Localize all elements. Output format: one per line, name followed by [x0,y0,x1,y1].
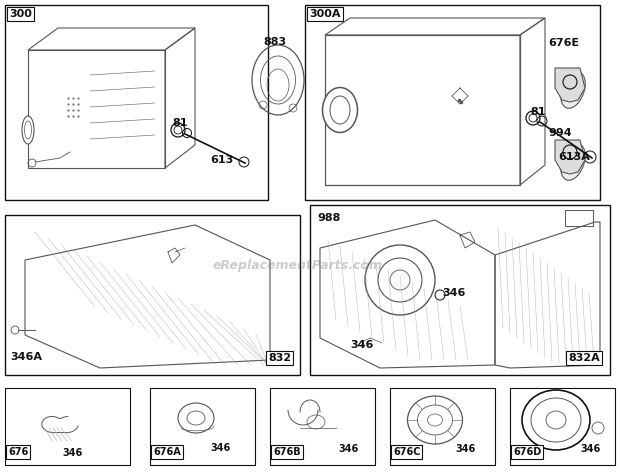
Text: 346: 346 [338,444,358,454]
Text: 676D: 676D [513,447,541,457]
Text: 676: 676 [8,447,29,457]
Text: 883: 883 [263,37,286,47]
Bar [310,205,610,375]
Text: 676B: 676B [273,447,301,457]
Text: 346: 346 [62,448,82,458]
Text: 994: 994 [548,128,572,138]
Text: 832: 832 [268,353,291,363]
Bar [390,388,495,465]
Bar [565,210,593,226]
Text: 676A: 676A [153,447,181,457]
Text: 300A: 300A [309,9,340,19]
Ellipse shape [561,144,585,180]
Text: 613A: 613A [558,152,590,162]
Bar [150,388,255,465]
Text: 346: 346 [350,340,373,350]
Text: 346: 346 [210,443,230,453]
Bar [510,388,615,465]
Text: 346: 346 [455,444,476,454]
Bar [5,388,130,465]
Text: 676E: 676E [548,38,579,48]
Text: eReplacementParts.com: eReplacementParts.com [213,259,383,273]
Text: 346: 346 [442,288,466,298]
Text: 832A: 832A [568,353,600,363]
Ellipse shape [561,72,585,108]
Text: 676C: 676C [393,447,420,457]
Bar [5,215,300,375]
Ellipse shape [22,116,34,144]
Polygon shape [555,140,585,174]
Ellipse shape [322,87,358,133]
Bar [270,388,375,465]
Text: 81: 81 [530,107,546,117]
Circle shape [365,245,435,315]
Text: 346A: 346A [10,352,42,362]
Text: 346: 346 [580,444,600,454]
Text: 613: 613 [210,155,233,165]
Bar [305,5,600,200]
Bar [5,5,268,200]
Text: 988: 988 [317,213,340,223]
Text: 300: 300 [9,9,32,19]
Text: 81: 81 [172,118,187,128]
Polygon shape [555,68,585,102]
